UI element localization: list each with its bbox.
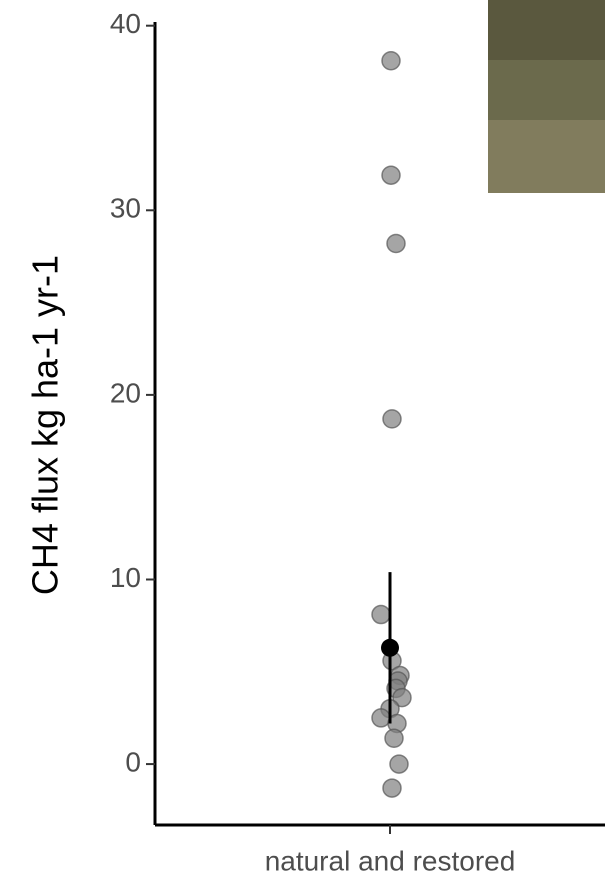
x-tick-label: natural and restored xyxy=(265,845,516,876)
data-point xyxy=(381,165,401,185)
photo-shade xyxy=(488,0,605,60)
data-point xyxy=(382,409,402,429)
data-point xyxy=(382,778,402,798)
y-axis-label: CH4 flux kg ha-1 yr-1 xyxy=(25,255,66,595)
mean-point xyxy=(381,638,399,657)
data-point xyxy=(384,728,404,748)
photo-grass xyxy=(488,120,605,193)
y-tick-label: 0 xyxy=(125,746,141,777)
data-point xyxy=(392,687,412,708)
y-tick-label: 10 xyxy=(110,562,141,593)
data-point xyxy=(386,233,406,254)
data-point xyxy=(371,604,391,625)
y-tick-label: 20 xyxy=(110,377,141,408)
y-tick-label: 40 xyxy=(110,8,141,39)
data-point xyxy=(381,51,401,71)
y-tick-label: 30 xyxy=(110,193,141,224)
data-point xyxy=(389,754,409,774)
